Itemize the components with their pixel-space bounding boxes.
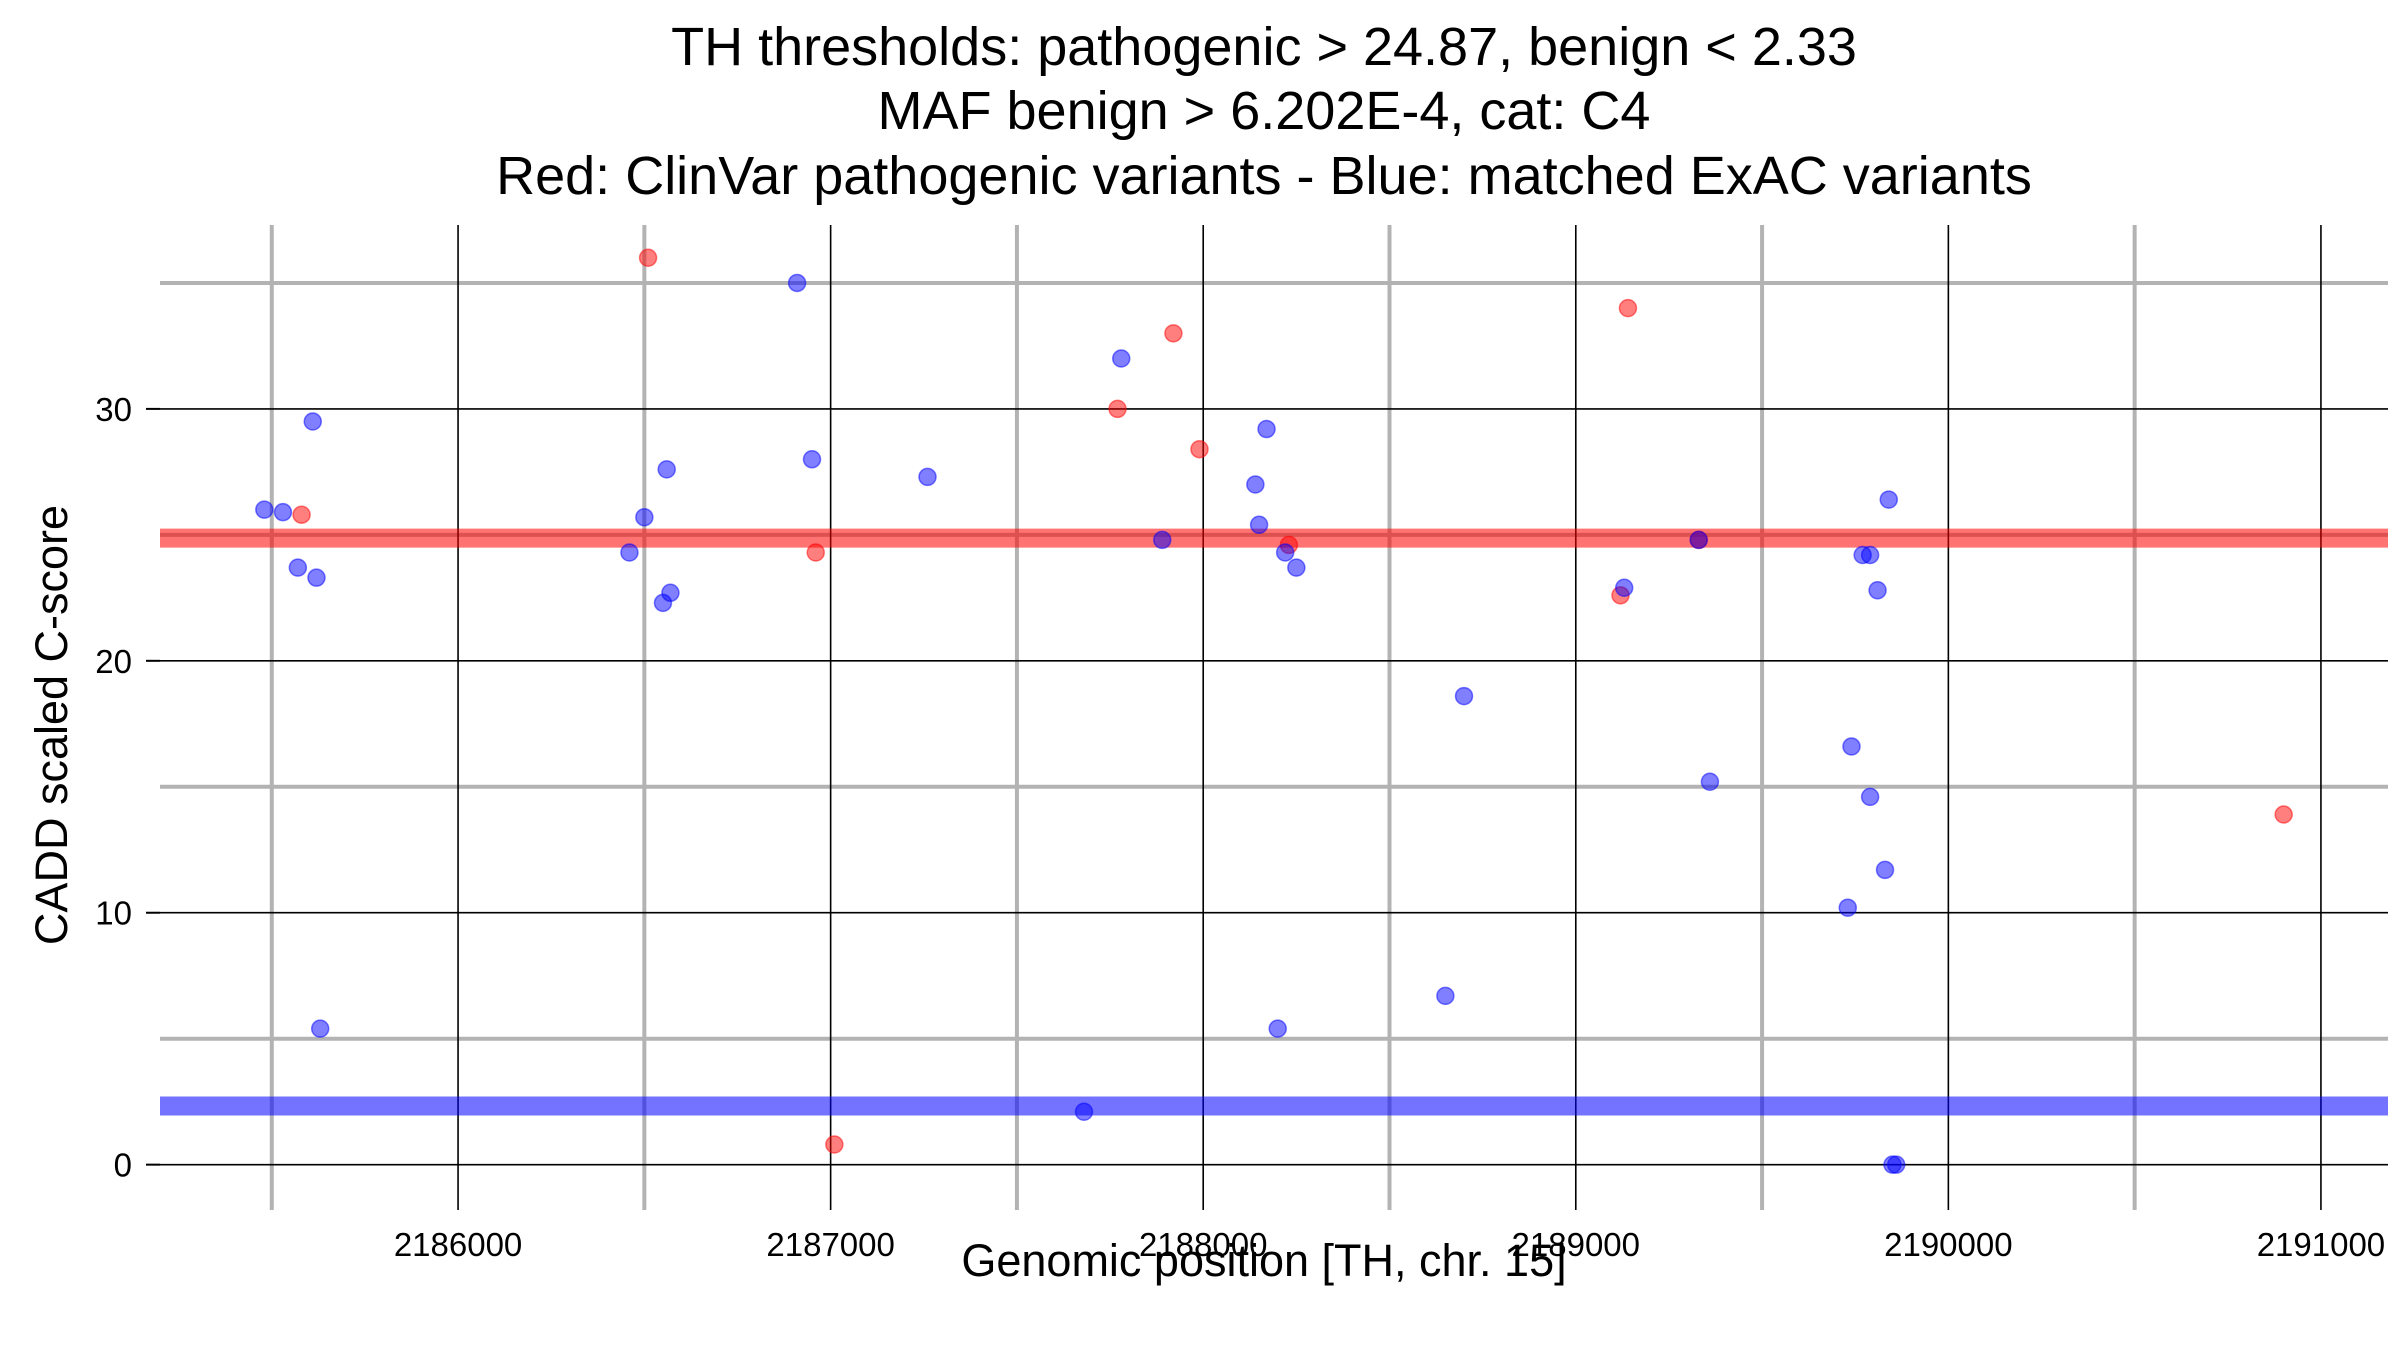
exac-point	[288, 558, 308, 577]
y-tick-label: 0	[114, 1147, 132, 1184]
exac-point	[918, 467, 937, 487]
pathogenic-point	[1618, 298, 1638, 318]
exac-point	[273, 502, 293, 522]
series-clinvar-pathogenic	[292, 248, 2293, 1154]
y-tick-label: 30	[95, 391, 132, 428]
exac-point	[1868, 581, 1887, 600]
exac-point	[1249, 515, 1269, 535]
exac-point	[303, 412, 323, 431]
exac-point	[1111, 349, 1131, 368]
series-exac-matched	[255, 273, 1906, 1174]
x-tick-label: 2191000	[2257, 1226, 2385, 1263]
y-tick-label: 10	[95, 895, 132, 932]
chart-title-line-3: Red: ClinVar pathogenic variants - Blue:…	[496, 146, 2032, 206]
exac-point	[1257, 419, 1276, 439]
exac-point	[1074, 1102, 1094, 1122]
exac-point	[1454, 686, 1474, 706]
exac-point	[310, 1019, 330, 1038]
x-tick-label: 2190000	[1884, 1226, 2012, 1263]
chart-title: TH thresholds: pathogenic > 24.87, benig…	[496, 17, 2032, 206]
y-tick-label: 20	[95, 643, 132, 680]
exac-point	[1860, 545, 1880, 565]
exac-point	[1838, 898, 1858, 917]
exac-point	[620, 543, 639, 562]
pathogenic-point	[1190, 439, 1209, 459]
x-tick-label: 2189000	[1512, 1226, 1640, 1263]
exac-point	[1860, 787, 1880, 807]
exac-point	[1689, 530, 1708, 550]
pathogenic-point	[292, 505, 311, 524]
y-axis-title: CADD scaled C-score	[26, 505, 77, 945]
exac-point	[1152, 530, 1172, 550]
exac-point	[1287, 558, 1306, 577]
pathogenic-point	[806, 543, 825, 562]
exac-point	[307, 568, 326, 587]
exac-point	[787, 273, 807, 293]
exac-point	[802, 450, 822, 469]
exac-point	[1268, 1019, 1287, 1038]
pathogenic-point	[1164, 324, 1183, 343]
chart-title-line-2: MAF benign > 6.202E-4, cat: C4	[878, 81, 1651, 141]
plot-area: 2186000 2187000 2188000 2189000 2190000 21910…	[95, 225, 2388, 1263]
chart-title-line-1: TH thresholds: pathogenic > 24.87, benig…	[671, 17, 1857, 77]
exac-point	[1875, 860, 1895, 880]
pathogenic-point	[638, 248, 658, 267]
exac-point	[1879, 490, 1898, 509]
exac-point	[661, 583, 680, 603]
exac-point	[1246, 475, 1265, 494]
x-tick-label: 2186000	[394, 1226, 522, 1263]
pathogenic-point	[1108, 399, 1127, 419]
exac-point	[1275, 543, 1295, 562]
exac-point	[1886, 1155, 1906, 1174]
pathogenic-point	[2274, 805, 2293, 824]
exac-point	[1842, 737, 1861, 756]
exac-point	[1436, 986, 1455, 1006]
exac-point	[635, 507, 654, 527]
exac-point	[657, 460, 676, 479]
x-tick-label: 2187000	[766, 1226, 894, 1263]
x-tick-label: 2188000	[1139, 1226, 1267, 1263]
exac-point	[255, 500, 274, 519]
exac-point	[1700, 772, 1720, 791]
pathogenic-point	[825, 1135, 844, 1154]
x-axis-title: Genomic position [TH, chr. 15]	[961, 1235, 1566, 1286]
exac-point	[1614, 578, 1634, 598]
